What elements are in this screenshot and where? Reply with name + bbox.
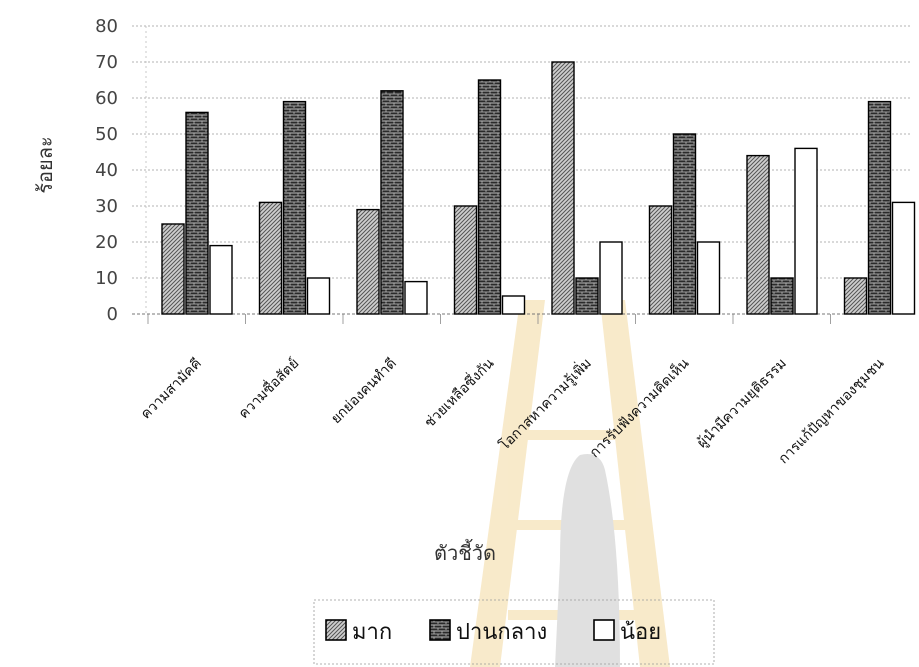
bar-2-5 — [575, 277, 599, 315]
bar-2-6 — [672, 133, 697, 315]
bar-2-1 — [185, 111, 209, 315]
bar-3-2 — [306, 277, 331, 315]
legend-swatch — [593, 619, 615, 641]
y-tick-label: 70 — [95, 52, 118, 73]
bar-1-1 — [161, 223, 185, 315]
bar-1-5 — [551, 61, 575, 315]
watermark-emblem — [470, 300, 670, 667]
bars — [161, 61, 916, 315]
x-tick-label: ช่วยเหลือซึ่งกัน — [420, 354, 497, 431]
bar-1-3 — [356, 208, 380, 315]
legend-label: ปานกลาง — [456, 620, 547, 645]
bar-3-1 — [209, 244, 233, 315]
bar-2-8 — [867, 100, 892, 315]
bar-3-8 — [891, 201, 916, 315]
bar-1-8 — [843, 277, 868, 315]
x-tick-label: ยกย่องคนทำดี — [328, 356, 400, 428]
bar-3-4 — [501, 295, 526, 315]
x-tick-label: การแก้ปัญหาของชุมชน — [776, 355, 888, 467]
bar-3-7 — [794, 147, 818, 315]
y-tick-label: 60 — [95, 88, 118, 109]
bar-2-2 — [282, 100, 307, 315]
y-tick-label: 10 — [95, 268, 118, 289]
bar-3-3 — [404, 280, 428, 315]
x-tick-label: ผู้นำมีความยุติธรรม — [694, 356, 790, 452]
x-axis-tick-labels: ความสามัคคี ความซื่อสัตย์ ยกย่องคนทำดี ช่วย… — [138, 354, 888, 467]
y-tick-label: 30 — [95, 196, 118, 217]
legend-label: น้อย — [620, 620, 661, 645]
bar-1-7 — [746, 154, 770, 315]
bar-1-6 — [648, 205, 673, 315]
y-axis-ticks: 0 10 20 30 40 50 60 70 80 — [95, 16, 118, 325]
bar-2-4 — [477, 79, 502, 315]
bar-1-4 — [453, 205, 478, 315]
legend-label: มาก — [352, 620, 392, 645]
y-tick-label: 50 — [95, 124, 118, 145]
bar-3-6 — [696, 241, 721, 315]
y-tick-label: 0 — [107, 304, 118, 325]
legend-swatch — [429, 619, 451, 641]
bar-3-5 — [599, 241, 623, 315]
x-axis-title: ตัวชี้วัด — [434, 539, 496, 565]
bar-2-7 — [770, 277, 794, 315]
x-tick-label: ความสามัคคี — [138, 356, 205, 423]
bar-2-3 — [380, 90, 404, 315]
x-tick-label: ความซื่อสัตย์ — [234, 354, 302, 422]
y-axis-title: ร้อยละ — [33, 136, 57, 193]
legend-box — [313, 599, 715, 665]
legend-swatch — [325, 619, 347, 641]
legend: มาก ปานกลาง น้อย — [313, 599, 715, 665]
x-tick-label: โอกาสหาความรู้เพิ่ม — [495, 354, 595, 454]
y-tick-label: 80 — [95, 16, 118, 37]
x-tick-label: การรับฟังความคิดเห็น — [585, 354, 692, 461]
legend-items: มาก ปานกลาง น้อย — [325, 619, 661, 645]
y-tick-label: 40 — [95, 160, 118, 181]
y-tick-label: 20 — [95, 232, 118, 253]
bar-1-2 — [258, 201, 283, 315]
